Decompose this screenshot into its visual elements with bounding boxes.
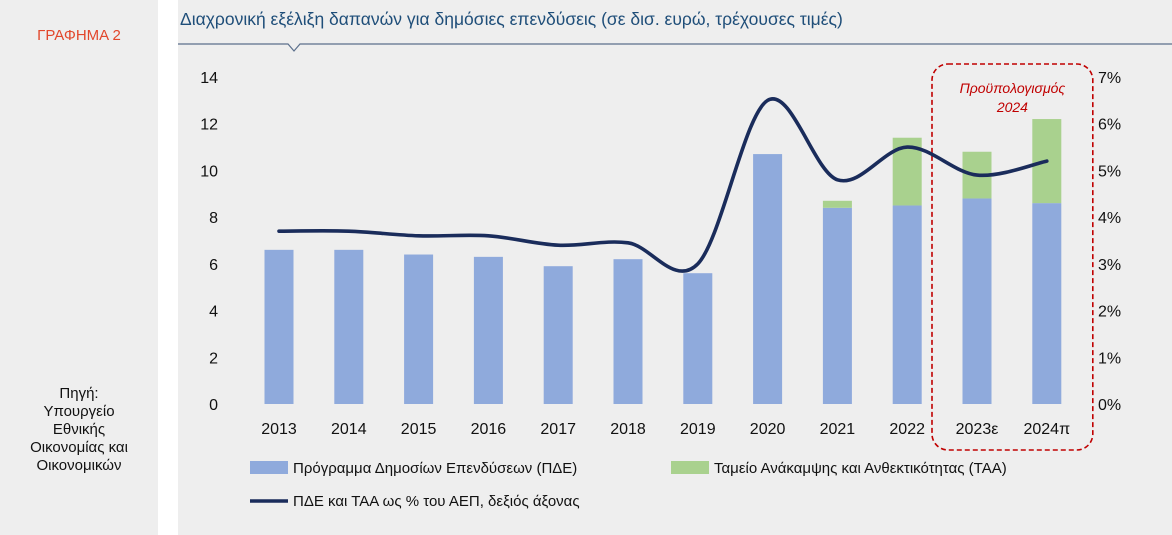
chart-title: Διαχρονική εξέλιξη δαπανών για δημόσιες … [180,9,843,29]
bar-taa [822,200,852,208]
y2-tick-label: 2% [1098,304,1121,321]
bar-pde [1032,203,1062,404]
gdp-share-line [277,97,1049,273]
bar-pde [822,207,852,404]
x-tick-label: 2016 [471,421,507,438]
bar-pde [892,205,922,404]
title-rule [178,43,1172,52]
bars-layer [264,119,1062,404]
y-tick-label: 4 [209,304,218,321]
line-layer [277,97,1049,273]
x-tick-label: 2019 [680,421,716,438]
y-tick-label: 14 [200,70,218,87]
bar-pde [404,254,434,404]
axes-layer: 0 2 4 6 8 10 12 14 0% 1% 2% 3% 4% 5% 6% 7% 2013 2014 2015 2… [200,70,1121,438]
annotation-layer: Προϋπολογισμός 2024 [931,63,1094,451]
figure-label: ΓΡΑΦΗΜΑ 2 [37,27,121,44]
x-tick-label: 2018 [610,421,646,438]
bar-pde [613,259,643,404]
y2-tick-label: 5% [1098,163,1121,180]
x-tick-label: 2015 [401,421,437,438]
bar-pde [753,154,783,404]
bar-pde [473,256,503,404]
legend-swatch-pde [250,461,288,474]
legend-swatch-taa [671,461,709,474]
chart-svg: Προϋπολογισμός 2024 0 2 4 6 8 10 12 14 0% 1% 2% 3% 4%… [178,43,1172,510]
y2-tick-label: 1% [1098,350,1121,367]
legend-label-line: ΠΔΕ και ΤΑΑ ως % του ΑΕΠ, δεξιός άξονας [293,493,580,510]
y2-tick-label: 7% [1098,70,1121,87]
x-tick-label: 2024π [1023,421,1070,438]
y-tick-label: 6 [209,257,218,274]
y2-tick-label: 6% [1098,117,1121,134]
y-tick-label: 2 [209,350,218,367]
y2-tick-label: 4% [1098,210,1121,227]
bar-pde [962,198,992,404]
budget-highlight-box [931,63,1094,451]
x-tick-label: 2014 [331,421,367,438]
y-tick-label: 10 [200,163,218,180]
bar-pde [264,249,294,404]
x-tick-label: 2013 [261,421,297,438]
annotation-label-1: Προϋπολογισμός [960,80,1066,96]
title-underline [178,43,1172,52]
x-tick-label: 2021 [820,421,856,438]
x-tick-label: 2023ε [956,421,999,438]
bar-pde [334,249,364,404]
y-tick-label: 0 [209,397,218,414]
legend: Πρόγραμμα Δημοσίων Επενδύσεων (ΠΔΕ) Ταμεί… [250,460,1007,510]
sidebar: ΓΡΑΦΗΜΑ 2 Πηγή: Υπουργείο Εθνικής Οικονο… [0,0,158,535]
y2-tick-label: 3% [1098,257,1121,274]
y-tick-label: 12 [200,117,218,134]
x-tick-label: 2022 [889,421,925,438]
y-tick-label: 8 [209,210,218,227]
source-note: Πηγή: Υπουργείο Εθνικής Οικονομίας και Ο… [30,385,128,474]
bar-pde [543,266,573,404]
legend-label-pde: Πρόγραμμα Δημοσίων Επενδύσεων (ΠΔΕ) [293,460,577,477]
annotation-label-2: 2024 [996,99,1028,115]
gutter [158,0,178,535]
legend-label-taa: Ταμείο Ανάκαμψης και Ανθεκτικότητας (ΤΑΑ… [714,460,1007,477]
x-tick-label: 2020 [750,421,786,438]
x-tick-label: 2017 [540,421,576,438]
bar-pde [683,273,713,404]
y2-tick-label: 0% [1098,397,1121,414]
